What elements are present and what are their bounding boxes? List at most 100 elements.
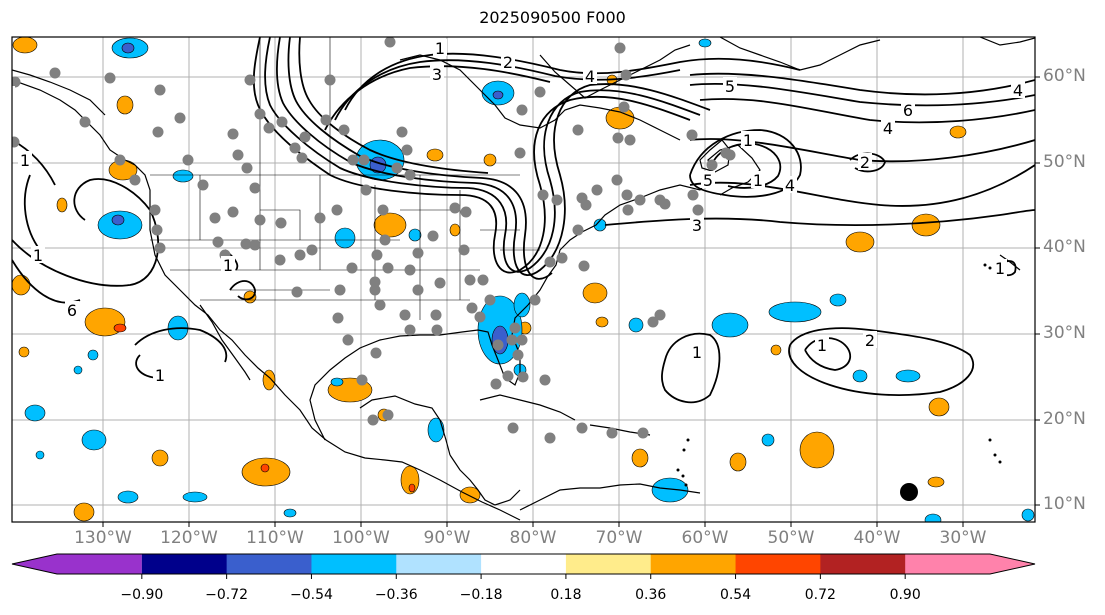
- contour-label: 2: [503, 53, 513, 72]
- station-dot: [49, 67, 61, 79]
- station-dot: [578, 260, 590, 272]
- island: [686, 438, 690, 442]
- contour-label-bg: [723, 77, 737, 94]
- anomaly-patch: [829, 293, 847, 307]
- station-dot: [12, 136, 20, 148]
- contour-label: 6: [903, 101, 913, 120]
- colorbar-tick-label: 0.36: [635, 587, 667, 603]
- state-border: [260, 209, 301, 240]
- colorbar: [11, 553, 1036, 579]
- station-dot: [621, 189, 633, 201]
- island: [998, 460, 1002, 464]
- island: [681, 474, 685, 478]
- station-dot: [427, 230, 439, 242]
- island: [682, 448, 686, 452]
- anomaly-patch: [408, 228, 422, 242]
- colorbar-segment: [735, 554, 821, 574]
- station-dot: [466, 302, 478, 314]
- station-dot: [151, 224, 163, 236]
- station-dot: [324, 74, 336, 86]
- station-dot: [356, 374, 368, 386]
- contour-label-bg: [65, 301, 79, 318]
- contour-label: 2: [860, 153, 870, 172]
- anomaly-patch: [87, 349, 99, 361]
- station-dot: [384, 37, 396, 48]
- anomaly-patch: [426, 148, 444, 162]
- station-dot: [514, 147, 526, 159]
- contour-label: 1: [33, 246, 43, 265]
- contour-line: [689, 72, 1035, 96]
- chart-title: 2025090500 F000: [479, 8, 626, 27]
- anomaly-patch: [373, 212, 407, 238]
- contour-label: 3: [692, 216, 702, 235]
- station-dot: [197, 179, 209, 191]
- contour-label: 4: [1013, 81, 1023, 100]
- station-dot: [382, 409, 394, 421]
- contour-label-bg: [901, 101, 915, 118]
- anomaly-patch: [711, 312, 749, 338]
- contour-label: 4: [785, 176, 795, 195]
- anomaly-patch: [56, 197, 68, 213]
- station-dot: [347, 154, 359, 166]
- anomaly-patch: [895, 369, 921, 383]
- shaded-anomaly-patches: [12, 37, 1035, 522]
- station-dot: [129, 174, 141, 186]
- colorbar-segment: [396, 554, 482, 574]
- station-dot: [369, 284, 381, 296]
- station-dot: [306, 244, 318, 256]
- anomaly-patch: [513, 292, 531, 318]
- station-dot: [291, 286, 303, 298]
- station-dot: [692, 204, 704, 216]
- station-dot: [154, 84, 166, 96]
- anomaly-patch: [770, 344, 782, 356]
- station-dot: [399, 309, 411, 321]
- station-dot: [346, 262, 358, 274]
- anomaly-patch: [651, 477, 689, 503]
- contour-label-bg: [993, 259, 1007, 276]
- station-dot: [430, 309, 442, 321]
- anomaly-patch: [182, 491, 208, 503]
- station-dot: [544, 432, 556, 444]
- coastline: [449, 454, 521, 506]
- station-dot: [379, 234, 391, 246]
- station-dot: [458, 244, 470, 256]
- anomaly-patch: [427, 417, 445, 443]
- contour-label-bg: [1011, 81, 1025, 98]
- anomaly-patch: [845, 231, 875, 253]
- longitude-label: 40°W: [853, 528, 901, 548]
- map-frame: [11, 36, 1036, 523]
- contour-label: 1: [155, 366, 165, 385]
- anomaly-patch: [595, 316, 609, 328]
- colorbar-segment: [905, 554, 1035, 574]
- colorbar-segment: [481, 554, 567, 574]
- contour-line: [23, 174, 41, 251]
- station-dot: [263, 122, 275, 134]
- contour-label-bg: [31, 246, 45, 263]
- station-dot: [502, 370, 514, 382]
- island: [993, 453, 997, 457]
- colorbar-tick-label: −0.54: [290, 587, 333, 603]
- contour-label: 5: [703, 171, 713, 190]
- station-dot: [431, 324, 443, 336]
- station-dot: [391, 162, 403, 174]
- anomaly-patch: [172, 169, 194, 183]
- station-dot: [377, 204, 389, 216]
- station-dot: [724, 149, 736, 161]
- station-dot: [338, 124, 350, 136]
- latitude-label: 50°N: [1043, 152, 1086, 172]
- contour-line: [276, 37, 711, 276]
- station-dot: [240, 238, 252, 250]
- station-dot: [342, 334, 354, 346]
- station-dot: [606, 427, 618, 439]
- station-dot: [249, 182, 261, 194]
- anomaly-patch: [334, 227, 356, 249]
- longitude-label: 50°W: [767, 528, 815, 548]
- colorbar-tick-label: −0.72: [205, 587, 249, 603]
- contour-label-bg: [701, 171, 715, 188]
- contour-label-bg: [430, 65, 444, 82]
- station-dot: [371, 249, 383, 261]
- anomaly-patch: [151, 449, 169, 467]
- station-dot: [227, 206, 239, 218]
- contour-label: 5: [725, 77, 735, 96]
